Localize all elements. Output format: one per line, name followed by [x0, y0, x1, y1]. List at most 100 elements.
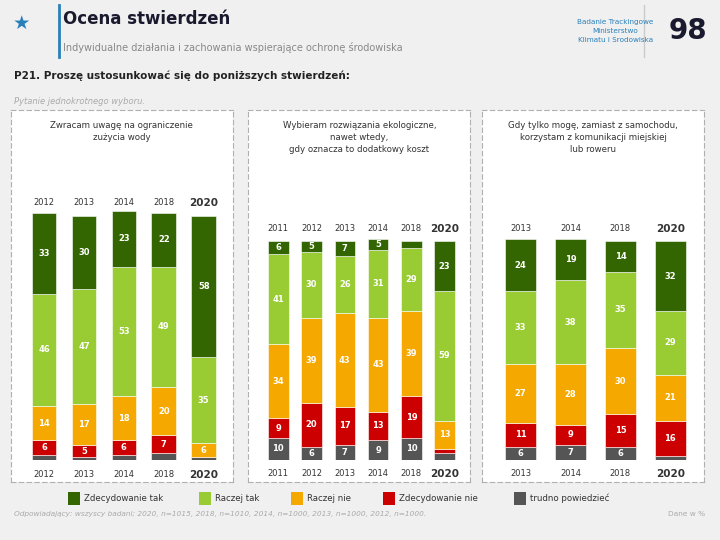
Text: 33: 33: [38, 249, 50, 258]
Text: 23: 23: [439, 262, 451, 271]
Text: 46: 46: [38, 346, 50, 354]
Bar: [555, 280, 586, 363]
Text: 2020: 2020: [656, 469, 685, 478]
Bar: [335, 256, 355, 313]
Text: 23: 23: [118, 234, 130, 243]
Text: 10: 10: [273, 444, 284, 454]
Bar: [434, 449, 455, 454]
Bar: [68, 492, 80, 504]
Bar: [335, 407, 355, 444]
Bar: [268, 254, 289, 344]
Text: Raczej nie: Raczej nie: [307, 494, 351, 503]
Bar: [368, 250, 389, 318]
Text: 30: 30: [306, 280, 318, 289]
Text: 21: 21: [665, 393, 676, 402]
Text: 28: 28: [564, 390, 577, 399]
Text: 39: 39: [306, 356, 318, 365]
Text: 59: 59: [439, 352, 451, 360]
Bar: [71, 457, 96, 460]
Bar: [514, 492, 526, 504]
Bar: [655, 311, 686, 375]
Text: 49: 49: [158, 322, 170, 331]
Text: 2018: 2018: [401, 469, 422, 478]
Text: 30: 30: [78, 248, 90, 256]
Bar: [268, 344, 289, 418]
Text: P21. Proszę ustosunkować się do poniższych stwierdzeń:: P21. Proszę ustosunkować się do poniższy…: [14, 70, 350, 81]
Text: 29: 29: [405, 275, 417, 284]
Text: 39: 39: [405, 349, 417, 358]
Text: 31: 31: [372, 279, 384, 288]
Bar: [32, 294, 56, 406]
Bar: [192, 357, 216, 443]
Text: 27: 27: [515, 389, 526, 397]
Text: 6: 6: [309, 449, 315, 458]
Text: 13: 13: [439, 430, 451, 439]
Bar: [112, 455, 136, 460]
Bar: [505, 423, 536, 447]
Text: 2014: 2014: [368, 469, 389, 478]
Bar: [151, 453, 176, 460]
Text: ★: ★: [13, 14, 30, 33]
Bar: [401, 311, 422, 396]
Bar: [268, 241, 289, 254]
Bar: [434, 421, 455, 449]
Bar: [192, 443, 216, 457]
Text: 2018: 2018: [401, 224, 422, 233]
Bar: [301, 318, 322, 403]
Bar: [655, 456, 686, 460]
Text: 5: 5: [309, 242, 315, 251]
Bar: [401, 241, 422, 248]
Text: 26: 26: [339, 280, 351, 289]
Text: 2018: 2018: [153, 198, 174, 207]
Text: 2013: 2013: [510, 224, 531, 233]
Bar: [383, 492, 395, 504]
Text: 2013: 2013: [334, 469, 356, 478]
Bar: [151, 213, 176, 267]
Text: 43: 43: [339, 356, 351, 365]
Bar: [301, 252, 322, 318]
Text: Gdy tylko mogę, zamiast z samochodu,
korzystam z komunikacji miejskiej
lub rower: Gdy tylko mogę, zamiast z samochodu, kor…: [508, 122, 678, 154]
Text: 2014: 2014: [113, 198, 135, 207]
Text: Odpowiadający: wszyscy badani; 2020, n=1015, 2018, n=1010, 2014, n=1000, 2013, n: Odpowiadający: wszyscy badani; 2020, n=1…: [14, 511, 427, 517]
Text: 17: 17: [78, 420, 90, 429]
Text: Ocena stwierdzeń: Ocena stwierdzeń: [63, 10, 230, 28]
Bar: [292, 492, 303, 504]
Text: 2020: 2020: [189, 470, 218, 480]
Bar: [32, 406, 56, 440]
Text: Indywidualne działania i zachowania wspierające ochronę środowiska: Indywidualne działania i zachowania wspi…: [63, 42, 403, 53]
Text: 18: 18: [118, 414, 130, 423]
Text: 5: 5: [81, 447, 87, 456]
Bar: [655, 421, 686, 456]
Text: 7: 7: [161, 440, 167, 449]
Text: 7: 7: [567, 448, 573, 457]
Text: 2014: 2014: [560, 224, 581, 233]
Text: 2020: 2020: [656, 224, 685, 234]
Text: 13: 13: [372, 422, 384, 430]
Text: 33: 33: [515, 323, 526, 332]
Bar: [301, 241, 322, 252]
Text: 9: 9: [276, 424, 282, 433]
Bar: [505, 363, 536, 423]
Text: 2018: 2018: [610, 469, 631, 478]
Text: 11: 11: [515, 430, 526, 439]
Bar: [71, 215, 96, 289]
Text: 7: 7: [342, 244, 348, 253]
Text: 2013: 2013: [73, 470, 94, 478]
Text: Pytanie jednokrotnego wyboru.: Pytanie jednokrotnego wyboru.: [14, 97, 145, 106]
Bar: [335, 241, 355, 256]
Text: 2013: 2013: [73, 198, 94, 207]
Text: 30: 30: [615, 376, 626, 386]
Bar: [112, 267, 136, 396]
Bar: [505, 447, 536, 460]
Text: 24: 24: [515, 261, 526, 269]
Text: Wybieram rozwiązania ekologiczne,
nawet wtedy,
gdy oznacza to dodatkowy koszt: Wybieram rozwiązania ekologiczne, nawet …: [282, 122, 436, 154]
Bar: [268, 418, 289, 438]
Text: 9: 9: [375, 446, 381, 455]
Bar: [199, 492, 211, 504]
Text: 2012: 2012: [301, 224, 322, 233]
Bar: [605, 241, 636, 272]
Text: 2012: 2012: [301, 469, 322, 478]
Bar: [335, 444, 355, 460]
Bar: [151, 387, 176, 435]
Text: 2018: 2018: [153, 470, 174, 478]
